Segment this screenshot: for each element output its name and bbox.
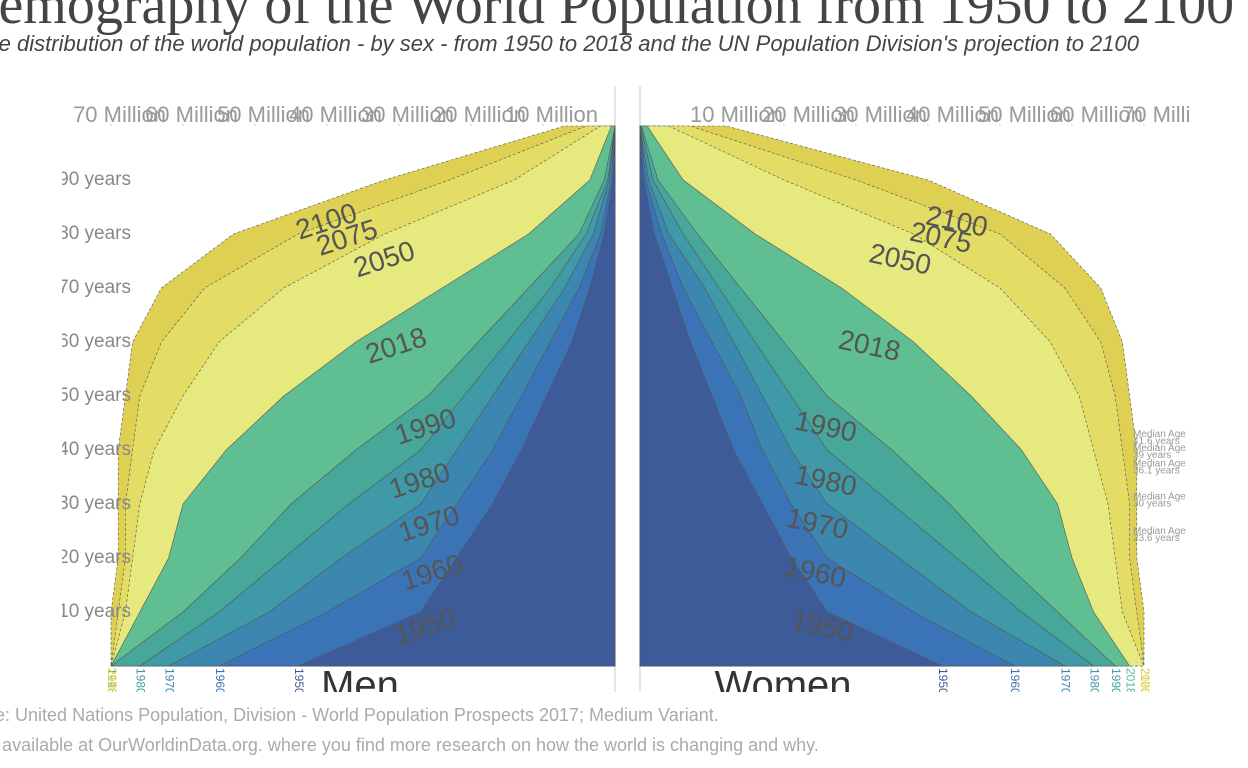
legend-label: 2018	[1123, 668, 1137, 695]
panel-title: Women	[714, 664, 851, 708]
legend-label: 1970	[162, 668, 176, 695]
note: This visualization is available at OurWo…	[0, 735, 819, 755]
plots: 1950 1950 1960 1960 1970 1970 1980 1980 1990 1990…	[58, 102, 1215, 708]
legend-label: 1980	[1087, 668, 1101, 695]
annotation-value: 23.6 years	[1133, 533, 1180, 544]
x-tick-label: 10 Million	[505, 102, 598, 127]
legend-label: 2050	[105, 668, 119, 695]
annotation-label: Median Age	[1133, 443, 1186, 454]
legend-label: 1990	[105, 668, 119, 695]
x-tick-label: 50 Million	[217, 102, 310, 127]
legend-label: 2100	[105, 668, 119, 695]
panel-title: Men	[321, 664, 399, 708]
legend-label: 1950	[292, 668, 306, 695]
legend-label: 1950	[936, 668, 950, 695]
x-tick-label: 60 Million	[145, 102, 238, 127]
legend-label: 1960	[213, 668, 227, 695]
x-tick-label: 70 Million	[1122, 102, 1215, 127]
x-tick-label: 30 Million	[834, 102, 927, 127]
annotation-label: Median Age	[1133, 526, 1186, 537]
y-tick-label: 40 years	[58, 439, 131, 460]
annotation-label: Median Age	[1133, 492, 1186, 503]
x-tick-label: 40 Million	[289, 102, 382, 127]
legend-label: 1960	[1008, 668, 1022, 695]
x-tick-label: 70 Million	[73, 102, 166, 127]
annotation-label: Median Age	[1133, 429, 1186, 440]
annotation-value: 39 years	[1133, 450, 1171, 461]
legend-label: 2018	[105, 668, 119, 695]
y-tick-label: 80 years	[58, 223, 131, 244]
page-subtitle: The distribution of the world population…	[0, 31, 1140, 56]
annotation-value: 41.6 years	[1133, 436, 1180, 447]
legend-label: 1990	[1109, 668, 1123, 695]
legend-label: 1980	[134, 668, 148, 695]
annotation-label: Median Age	[1133, 459, 1186, 470]
legend-label: 2075	[105, 668, 119, 695]
source: Source: United Nations Population, Divis…	[0, 705, 719, 725]
x-tick-label: 40 Million	[906, 102, 999, 127]
annotation-value: 30 years	[1133, 499, 1171, 510]
y-tick-label: 70 years	[58, 277, 131, 298]
y-tick-label: 10 years	[58, 601, 131, 622]
y-tick-label: 30 years	[58, 493, 131, 514]
x-tick-label: 60 Million	[1050, 102, 1143, 127]
y-tick-label: 50 years	[58, 385, 131, 406]
population-area	[298, 125, 616, 667]
y-tick-label: 90 years	[58, 169, 131, 190]
y-tick-label: 20 years	[58, 547, 131, 568]
y-tick-label: 60 years	[58, 331, 131, 352]
x-tick-label: 10 Million	[690, 102, 783, 127]
population-area	[639, 125, 943, 667]
legend-label: 2050	[1138, 668, 1152, 695]
x-tick-label: 20 Million	[762, 102, 855, 127]
x-tick-label: 30 Million	[361, 102, 454, 127]
legend-label: 1970	[1059, 668, 1073, 695]
page-title: Demography of the World Population from …	[0, 0, 1234, 36]
annotation-value: 36.1 years	[1133, 466, 1180, 477]
legend-label: 2075	[1138, 668, 1152, 695]
x-tick-label: 50 Million	[978, 102, 1071, 127]
x-tick-label: 20 Million	[433, 102, 526, 127]
legend-label: 2100	[1138, 668, 1152, 695]
